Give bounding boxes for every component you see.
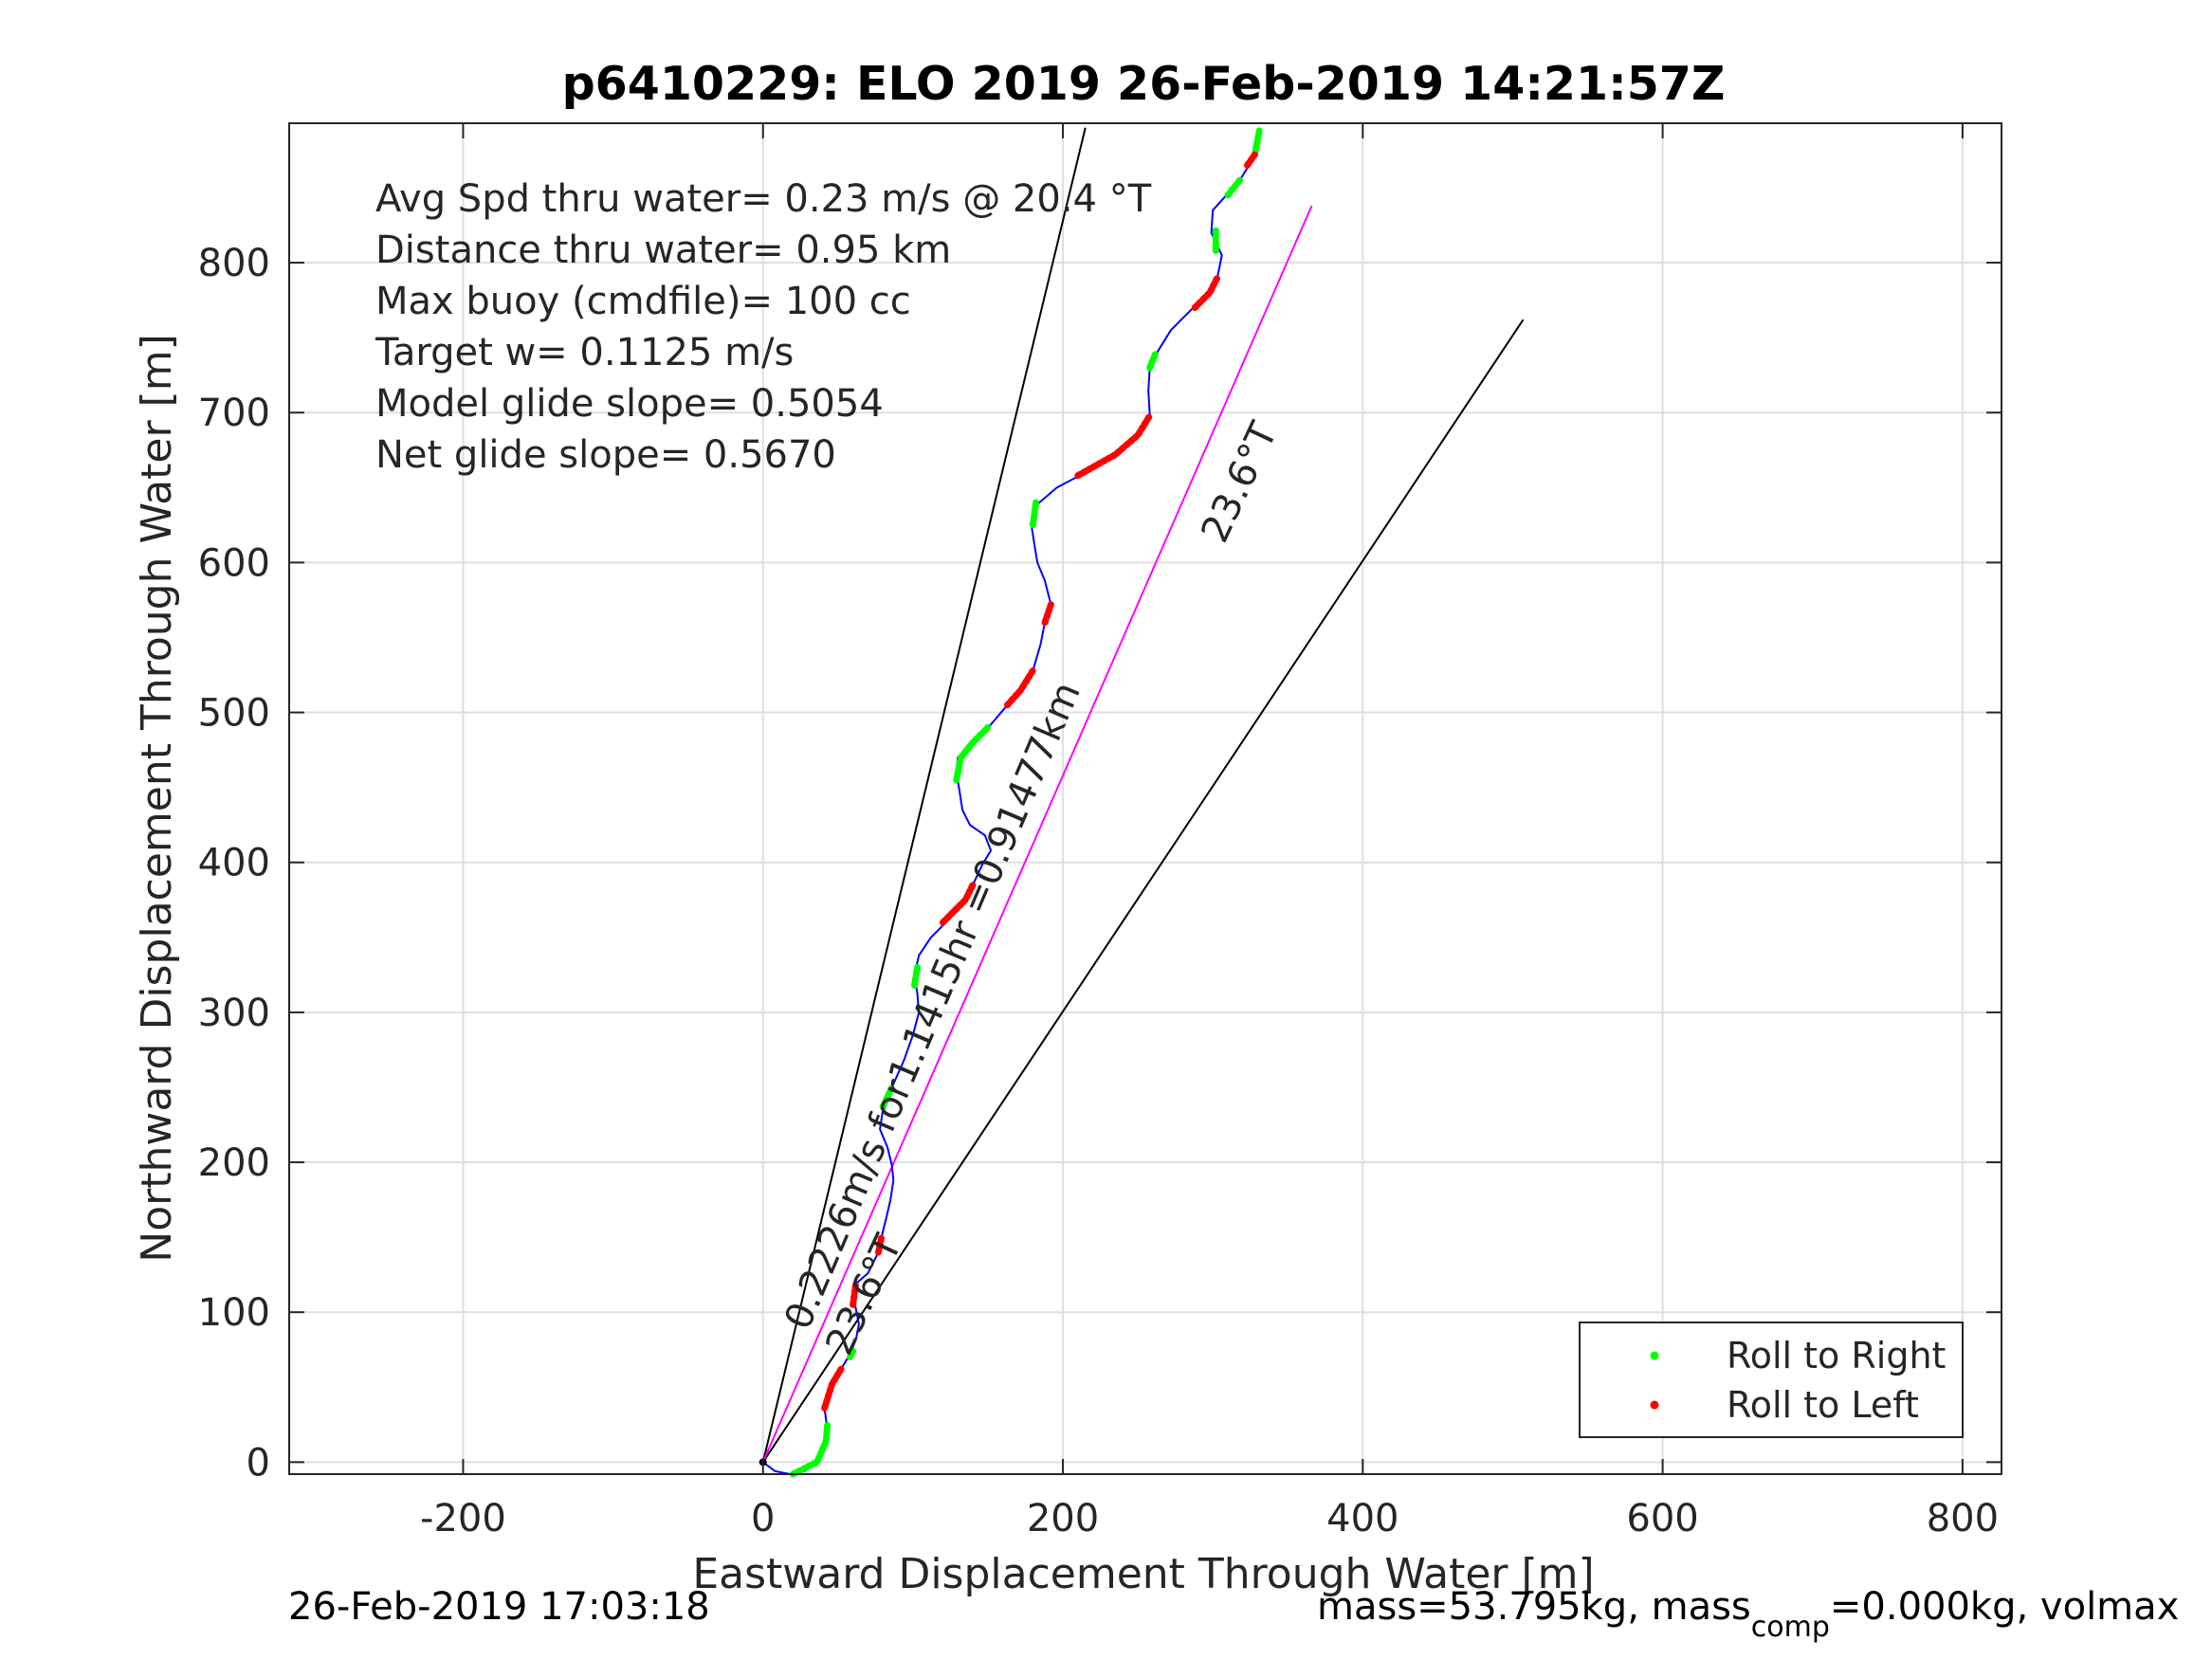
roll-left-segment: [850, 1279, 860, 1308]
x-axis-label: Eastward Displacement Through Water [m]: [692, 1550, 1594, 1598]
x-tick-label: 0: [751, 1497, 775, 1540]
footer-mass-suffix: =0.000kg, volmax: [1829, 1585, 2180, 1629]
x-tick-label: 800: [1927, 1497, 1999, 1540]
stat-target-w: Target w= 0.1125 m/s: [375, 331, 794, 374]
roll-right-segment: [1029, 499, 1040, 529]
legend-roll-left-marker: [1650, 1400, 1659, 1410]
roll-right-segment: [1224, 176, 1244, 199]
legend-box: [1579, 1322, 1964, 1438]
y-tick-label: 0: [247, 1441, 270, 1485]
heading-cone-line: [761, 127, 1087, 1463]
stat-avg-speed: Avg Spd thru water= 0.23 m/s @ 20.4 °T: [375, 177, 1152, 221]
roll-right-segment: [847, 1347, 857, 1361]
plot-area-frame: [288, 122, 2002, 1475]
roll-left-segment: [1041, 601, 1054, 627]
roll-left-segment: [1004, 666, 1036, 709]
roll-left-segment: [1191, 274, 1221, 311]
stat-model-glide: Model glide slope= 0.5054: [375, 382, 884, 426]
roll-left-segment: [821, 1365, 845, 1412]
y-tick-label: 600: [198, 541, 270, 585]
y-tick-label: 100: [198, 1291, 270, 1335]
roll-right-segment: [1251, 127, 1263, 158]
legend-roll-right-marker: [1650, 1351, 1659, 1360]
x-tick-label: 600: [1626, 1497, 1698, 1540]
x-tick-label: -200: [420, 1497, 506, 1540]
roll-left-segment: [1074, 411, 1154, 480]
roll-right-segment: [911, 963, 922, 989]
footer-mass-info: mass=53.795kg, masscomp=0.000kg, volmax: [1317, 1585, 2179, 1644]
stats-block: Avg Spd thru water= 0.23 m/s @ 20.4 °T D…: [375, 177, 1152, 477]
legend-roll-left-label: Roll to Left: [1727, 1384, 1919, 1426]
stat-net-glide: Net glide slope= 0.5670: [375, 433, 836, 477]
axis-ticks: -200 0 200 400 600 800 0 100 200 300 400 500 600 700 8…: [198, 123, 2002, 1540]
chart-title: p6410229: ELO 2019 26-Feb-2019 14:21:57Z: [562, 57, 1726, 111]
y-tick-label: 500: [198, 692, 270, 736]
stat-distance: Distance thru water= 0.95 km: [375, 228, 951, 272]
roll-left-segment: [875, 1233, 886, 1256]
net-course-line: [761, 205, 1313, 1463]
heading-cone-line: [761, 319, 1525, 1463]
grid: [289, 123, 2002, 1474]
footer-mass-sub: comp: [1750, 1611, 1830, 1644]
roll-right-segment: [1146, 349, 1160, 372]
legend: Roll to Right Roll to Left: [1579, 1322, 1964, 1438]
plot-lines: [761, 127, 1525, 1463]
y-tick-label: 300: [198, 992, 270, 1035]
stat-max-buoy: Max buoy (cmdfile)= 100 cc: [375, 280, 911, 323]
footer-mass-prefix: mass=53.795kg, mass: [1317, 1585, 1751, 1629]
y-axis-label: Northward Displacement Through Water [m]: [133, 334, 181, 1262]
x-tick-label: 400: [1326, 1497, 1398, 1540]
track-layer: [759, 127, 1263, 1478]
y-tick-label: 400: [198, 842, 270, 885]
footer-timestamp: 26-Feb-2019 17:03:18: [288, 1585, 710, 1629]
legend-roll-right-label: Roll to Right: [1727, 1335, 1946, 1376]
roll-right-segment: [789, 1421, 832, 1478]
y-tick-label: 700: [198, 392, 270, 435]
y-tick-label: 800: [198, 242, 270, 285]
x-tick-label: 200: [1027, 1497, 1099, 1540]
y-tick-label: 200: [198, 1141, 270, 1185]
roll-right-segment: [953, 723, 992, 784]
roll-right-segment: [879, 1084, 896, 1110]
roll-left-segment: [1244, 151, 1258, 169]
roll-left-segment: [940, 881, 977, 926]
